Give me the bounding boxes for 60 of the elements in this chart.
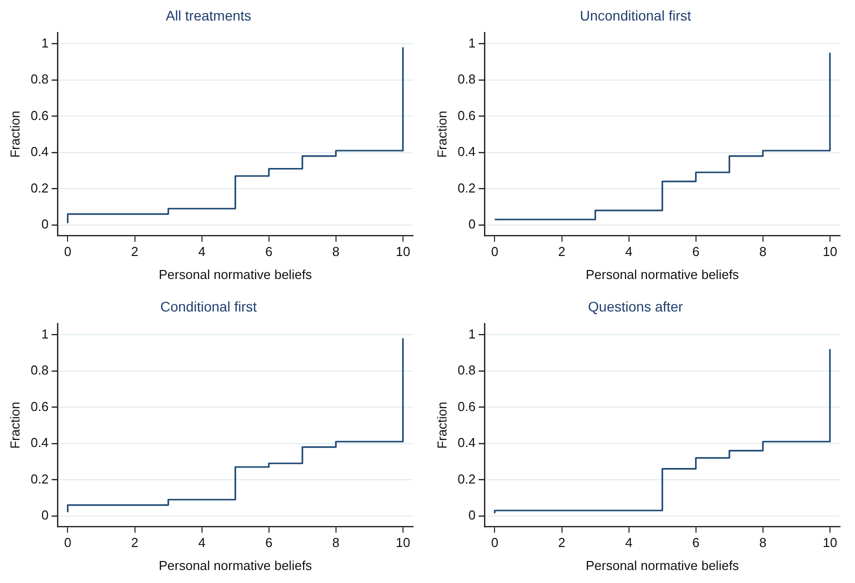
chart-title: Questions after <box>588 298 684 314</box>
y-tick-label: 0.2 <box>458 180 476 196</box>
y-tick-label: 0.8 <box>458 362 476 378</box>
chart-title: Conditional first <box>160 298 257 314</box>
x-axis-title: Personal normative beliefs <box>158 266 312 282</box>
y-tick-label: 1 <box>468 35 476 50</box>
y-tick-label: 0 <box>41 508 49 523</box>
x-tick-label: 10 <box>822 535 838 550</box>
y-tick-label: 0.4 <box>458 144 476 160</box>
y-tick-label: 0.4 <box>30 144 49 160</box>
y-tick-label: 1 <box>41 326 49 342</box>
y-tick-label: 0.6 <box>30 398 49 414</box>
x-tick-label: 0 <box>64 244 72 260</box>
chart-title: All treatments <box>166 7 252 24</box>
x-tick-label: 2 <box>558 535 566 550</box>
y-tick-label: 0.8 <box>30 72 49 87</box>
x-tick-label: 8 <box>332 244 340 260</box>
x-tick-label: 10 <box>396 535 410 550</box>
x-axis-title: Personal normative beliefs <box>586 266 740 282</box>
x-tick-label: 2 <box>131 244 138 260</box>
x-tick-label: 6 <box>692 244 700 260</box>
y-tick-label: 0 <box>468 216 476 232</box>
x-tick-label: 6 <box>692 535 700 550</box>
x-tick-label: 4 <box>198 535 206 550</box>
x-tick-label: 8 <box>332 535 340 550</box>
x-tick-label: 0 <box>491 244 498 260</box>
y-tick-label: 0 <box>41 216 49 232</box>
x-tick-label: 10 <box>822 244 838 260</box>
x-tick-label: 4 <box>198 244 206 260</box>
x-tick-label: 2 <box>558 244 566 260</box>
x-tick-label: 4 <box>625 535 632 550</box>
x-tick-label: 0 <box>491 535 498 550</box>
x-tick-label: 10 <box>396 244 410 260</box>
y-tick-label: 1 <box>41 35 49 50</box>
y-tick-label: 0.6 <box>458 398 476 414</box>
y-tick-label: 0.6 <box>458 108 476 123</box>
x-tick-label: 8 <box>759 244 767 260</box>
chart-title: Unconditional first <box>580 7 692 24</box>
x-axis-title: Personal normative beliefs <box>158 558 312 573</box>
x-tick-label: 4 <box>625 244 632 260</box>
y-tick-label: 0.6 <box>30 108 49 123</box>
y-axis-title: Fraction <box>434 110 450 158</box>
x-tick-label: 8 <box>759 535 767 550</box>
y-tick-label: 1 <box>468 326 476 342</box>
y-axis-title: Fraction <box>7 402 22 449</box>
y-tick-label: 0.2 <box>30 180 49 196</box>
y-tick-label: 0 <box>468 508 476 523</box>
y-tick-label: 0.8 <box>30 362 49 378</box>
y-tick-label: 0.2 <box>30 471 49 486</box>
x-axis-title: Personal normative beliefs <box>586 558 740 573</box>
y-tick-label: 0.4 <box>30 435 49 450</box>
x-tick-label: 6 <box>265 535 272 550</box>
y-tick-label: 0.4 <box>458 435 476 450</box>
x-tick-label: 6 <box>265 244 272 260</box>
x-tick-label: 2 <box>131 535 138 550</box>
y-axis-title: Fraction <box>434 402 450 449</box>
y-axis-title: Fraction <box>7 110 22 158</box>
y-tick-label: 0.8 <box>458 72 476 87</box>
y-tick-label: 0.2 <box>458 471 476 486</box>
x-tick-label: 0 <box>64 535 72 550</box>
